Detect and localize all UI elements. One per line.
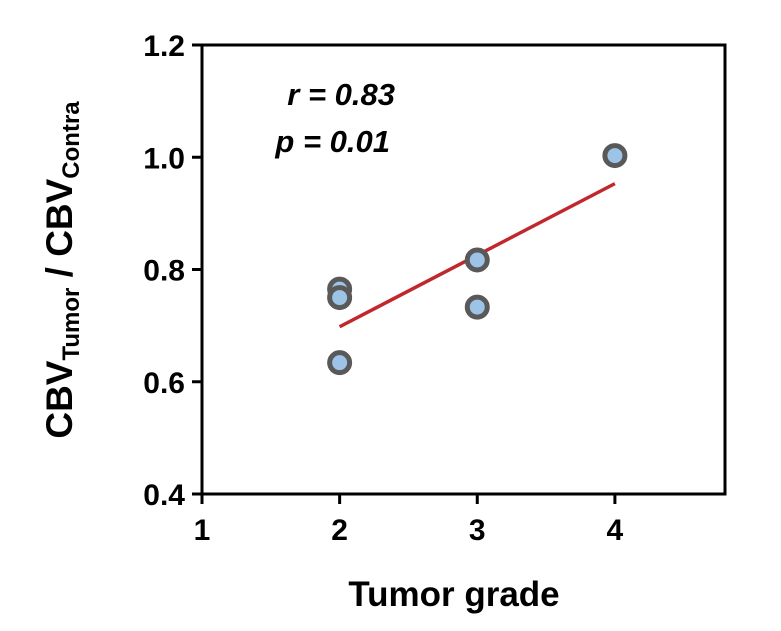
x-axis-label: Tumor grade [348, 575, 559, 614]
y-axis-label: CBVTumor / CBVContra [39, 101, 85, 439]
y-tick-label: 0.4 [143, 479, 185, 512]
y-axis-ticks: 0.4 0.6 0.8 1.0 1.2 [143, 30, 202, 512]
x-tick-label: 1 [194, 514, 211, 547]
x-axis-ticks: 1 2 3 4 [194, 494, 624, 547]
y-axis-label-part: CBV [39, 360, 80, 438]
data-point [602, 143, 628, 169]
y-axis-label-part: / CBV [39, 178, 80, 287]
y-tick-label: 0.8 [143, 255, 185, 288]
y-tick-label: 1.0 [143, 142, 185, 175]
annotation-r: r = 0.83 [287, 77, 395, 112]
plot-frame [200, 43, 727, 496]
data-point [327, 285, 353, 311]
y-tick-label: 0.6 [143, 367, 185, 400]
data-points [327, 143, 628, 376]
y-axis-label-subscript: Tumor [58, 288, 85, 361]
annotation-p: p = 0.01 [274, 124, 390, 159]
data-point [327, 350, 353, 376]
y-tick-label: 1.2 [143, 30, 185, 63]
x-tick-label: 4 [607, 514, 624, 547]
data-point [464, 294, 490, 320]
data-point [464, 247, 490, 273]
y-axis-label-subscript: Contra [58, 101, 85, 179]
x-tick-label: 3 [469, 514, 486, 547]
x-tick-label: 2 [331, 514, 348, 547]
